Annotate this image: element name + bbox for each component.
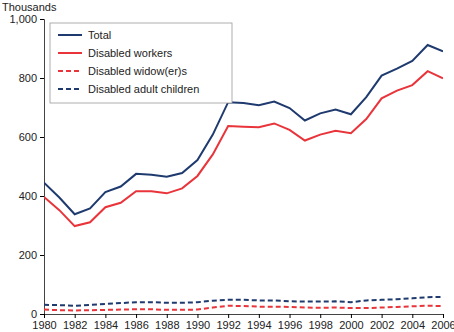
x-axis-line [45,315,444,319]
legend-swatch [58,70,82,72]
x-tick-label: 1994 [247,319,271,331]
y-axis: 02004006008001,000 [9,13,44,320]
x-tick-label: 1992 [216,319,240,331]
x-tick-label: 2006 [431,319,454,331]
series-line [44,297,443,306]
x-tick: 2006 [431,314,454,331]
legend-label: Total [88,29,111,41]
y-tick-label: 400 [19,190,37,202]
y-tick: 1,000 [9,13,44,25]
x-tick-mark [167,314,168,318]
y-tick-mark [40,196,44,197]
series-line [44,71,443,226]
x-tick: 1984 [94,314,118,331]
x-tick: 2004 [401,314,425,331]
x-tick-label: 1980 [32,319,56,331]
series-line [44,45,443,214]
chart: 02004006008001,0001980198219841986198819… [0,0,454,332]
y-tick-mark [40,255,44,256]
y-axis-title: Thousands [2,1,57,13]
y-tick: 800 [19,72,44,84]
x-tick: 2002 [370,314,394,331]
x-tick: 1990 [186,314,210,331]
x-axis: 1980 1982 1984 1986 1988 1990 1992 1994 1996 1998… [32,314,454,331]
legend-label: Disabled widow(er)s [88,65,188,77]
x-tick: 1998 [308,314,332,331]
y-tick-mark [40,314,44,315]
x-tick-label: 2002 [370,319,394,331]
y-tick-mark [40,78,44,79]
x-tick-mark [44,314,45,318]
x-tick-mark [320,314,321,318]
y-tick: 200 [19,249,44,261]
x-tick-mark [443,314,444,318]
x-tick-label: 1996 [278,319,302,331]
x-tick-label: 1984 [94,319,118,331]
legend-box [50,23,232,103]
x-tick: 1982 [63,314,87,331]
x-tick: 1992 [216,314,240,331]
x-tick-mark [382,314,383,318]
y-axis-line [40,20,45,315]
y-tick-label: 600 [19,131,37,143]
x-tick-mark [136,314,137,318]
x-tick-mark [228,314,229,318]
legend: Total Disabled workers Disabled widow(er)s… [50,23,232,103]
x-tick-label: 1986 [124,319,148,331]
x-tick-mark [259,314,260,318]
x-tick-label: 2000 [339,319,363,331]
x-tick: 1988 [155,314,179,331]
x-tick: 1996 [278,314,302,331]
x-tick: 1980 [32,314,56,331]
x-tick-label: 2004 [401,319,425,331]
x-tick: 1986 [124,314,148,331]
x-tick-mark [290,314,291,318]
x-tick-label: 1990 [186,319,210,331]
y-tick-mark [40,137,44,138]
y-tick-label: 200 [19,249,37,261]
y-tick-label: 1,000 [9,13,37,25]
legend-swatch [58,34,82,36]
legend-label: Disabled adult children [88,83,199,95]
y-tick-label: 800 [19,72,37,84]
x-tick-mark [75,314,76,318]
y-tick: 600 [19,131,44,143]
legend-swatch [58,88,82,90]
legend-label: Disabled workers [88,47,173,59]
x-tick-mark [351,314,352,318]
plot: 02004006008001,0001980198219841986198819… [9,13,454,331]
x-tick-mark [412,314,413,318]
series-line [44,306,443,311]
x-tick: 1994 [247,314,271,331]
x-tick: 2000 [339,314,363,331]
x-tick-label: 1998 [308,319,332,331]
legend-swatch [58,52,82,54]
x-tick-label: 1988 [155,319,179,331]
x-tick-label: 1982 [63,319,87,331]
x-tick-mark [197,314,198,318]
y-tick: 400 [19,190,44,202]
x-tick-mark [105,314,106,318]
lines [44,45,443,311]
y-tick-mark [40,19,44,20]
